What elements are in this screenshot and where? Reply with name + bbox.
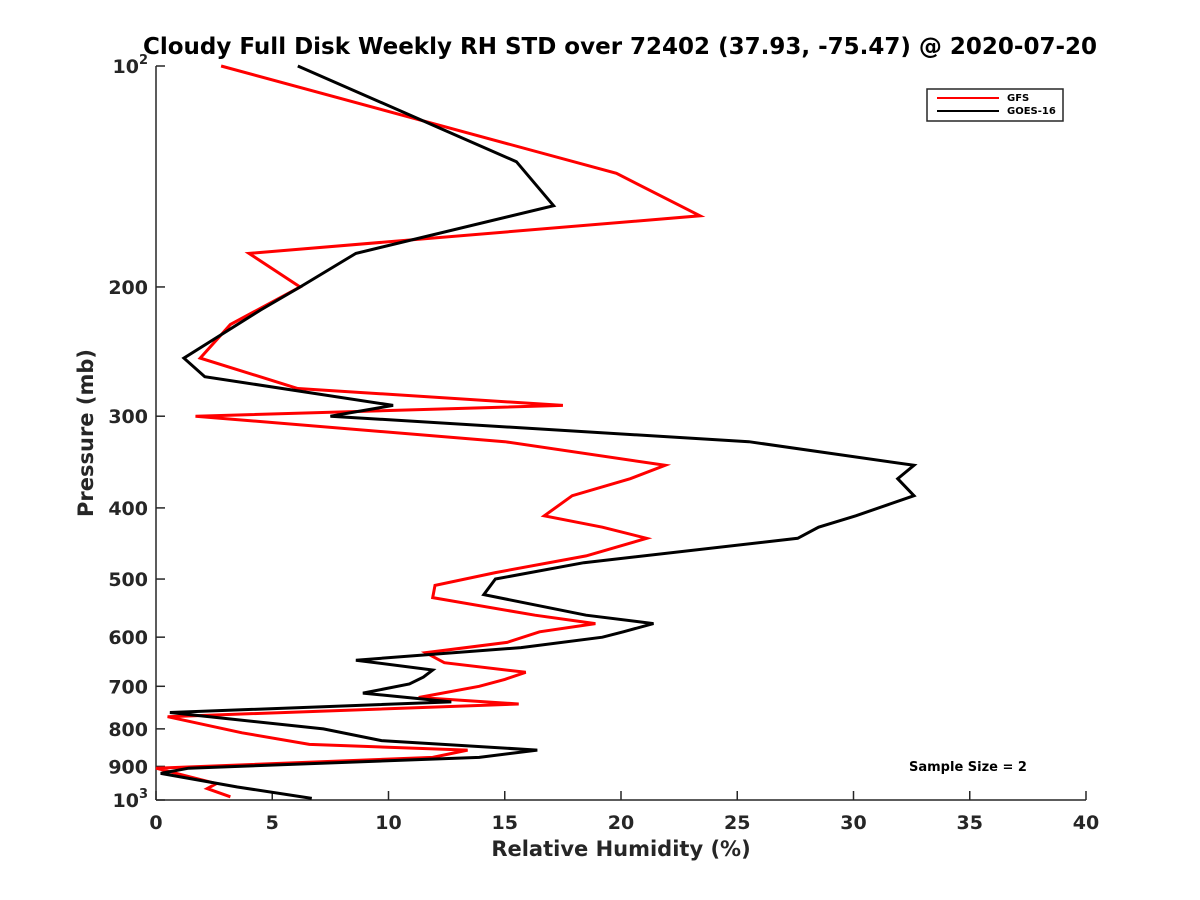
x-tick-label: 0 [149, 812, 162, 834]
plot-area: 0 5 10 15 20 25 30 35 40 10220030040050060070080… [108, 53, 1099, 834]
chart-title: Cloudy Full Disk Weekly RH STD over 7240… [143, 34, 1097, 60]
y-tick-exponent: 2 [139, 53, 148, 68]
y-tick-label: 800 [108, 719, 148, 741]
legend: GFS GOES-16 [926, 88, 1064, 122]
series-line-gfs [155, 64, 706, 799]
legend-label-goes16: GOES-16 [1007, 106, 1056, 117]
x-tick-label: 20 [608, 812, 634, 834]
x-tick-label: 10 [375, 812, 401, 834]
x-axis-ticks: 0 5 10 15 20 25 30 35 40 [149, 791, 1099, 834]
y-tick-label: 102 [113, 53, 149, 78]
y-tick-base: 10 [113, 56, 139, 78]
x-tick-label: 5 [266, 812, 279, 834]
legend-box [926, 88, 1064, 122]
x-tick-label: 15 [492, 812, 518, 834]
y-tick-label: 103 [113, 787, 149, 812]
sample-size-annotation: Sample Size = 2 [909, 760, 1027, 775]
x-tick-label: 30 [840, 812, 866, 834]
x-tick-label: 35 [957, 812, 983, 834]
y-tick-label: 600 [108, 627, 148, 649]
x-tick-label: 40 [1073, 812, 1099, 834]
y-axis-label: Pressure (mb) [74, 349, 98, 517]
series-lines [155, 64, 918, 800]
y-tick-label: 900 [108, 756, 148, 778]
y-tick-exponent: 3 [139, 787, 148, 802]
y-tick-label: 200 [108, 277, 148, 299]
y-tick-label: 300 [108, 406, 148, 428]
y-tick-label: 500 [108, 569, 148, 591]
legend-label-gfs: GFS [1007, 93, 1029, 104]
x-tick-label: 25 [724, 812, 750, 834]
y-tick-label: 400 [108, 498, 148, 520]
y-tick-label: 700 [108, 676, 148, 698]
y-tick-base: 10 [113, 790, 139, 812]
x-axis-label: Relative Humidity (%) [491, 837, 750, 861]
series-line-goes16 [160, 64, 918, 800]
